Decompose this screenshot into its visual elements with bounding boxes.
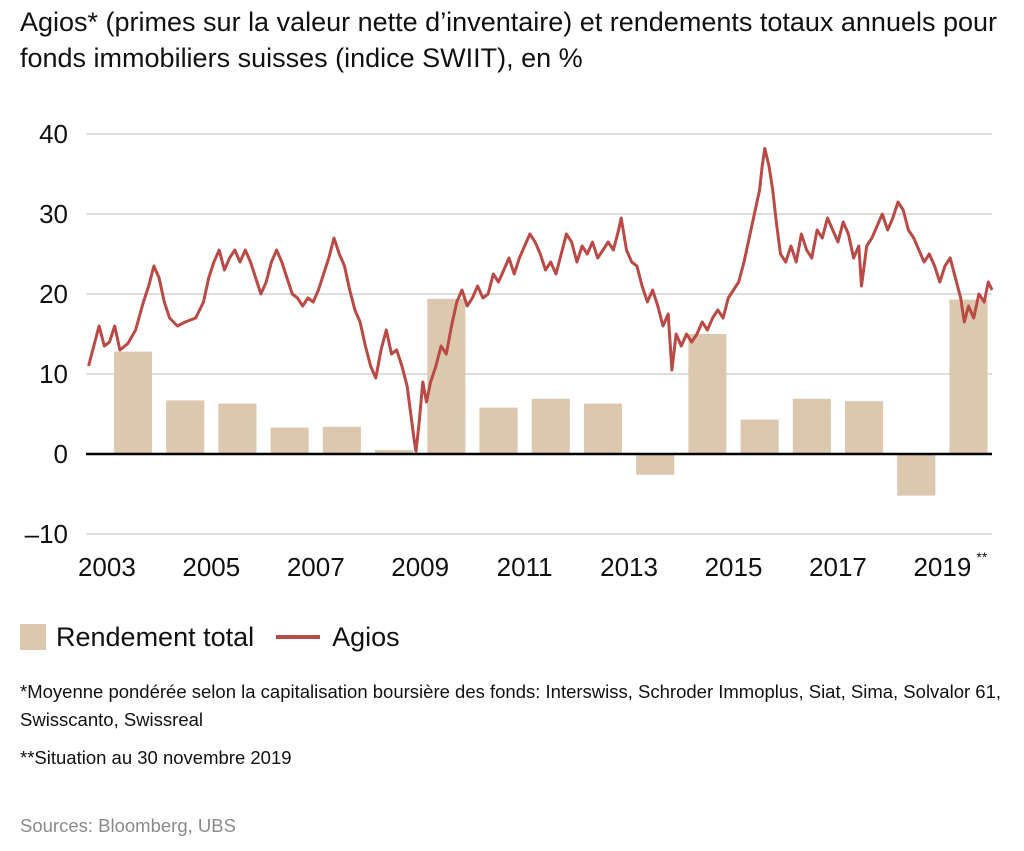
bar-2018 (897, 454, 936, 496)
y-tick-label: 40 (39, 119, 68, 149)
bar-2012 (583, 403, 623, 454)
bar-series-rendement-total (113, 298, 988, 496)
y-tick-label: 20 (39, 279, 68, 309)
bar-2010 (479, 407, 518, 454)
y-tick-label: 30 (39, 199, 68, 229)
bar-2007 (322, 426, 361, 454)
legend-label-rendement-total: Rendement total (56, 621, 255, 652)
source-text: Sources: Bloomberg, UBS (20, 815, 236, 836)
bar-2013 (636, 454, 675, 475)
legend: Rendement total Agios (20, 620, 400, 654)
bar-2004 (166, 400, 205, 454)
chart-title: Agios* (primes sur la valeur nette d’inv… (20, 7, 998, 73)
y-axis-ticks: 40 30 20 10 0 –10 (25, 119, 68, 549)
footnote-date: **Situation au 30 novembre 2019 (20, 747, 292, 768)
bar-2006 (270, 427, 309, 454)
footnotes: *Moyenne pondérée selon la capitalisatio… (20, 678, 1010, 782)
y-tick-label: 10 (39, 359, 68, 389)
x-tick-label: 2013 (600, 552, 658, 582)
bar-2016 (792, 398, 831, 454)
x-axis-ticks: 2003 2005 2007 2009 2011 2013 2015 2017 2019 ** (78, 549, 988, 582)
gridlines (86, 133, 992, 535)
legend-label-agios: Agios (332, 621, 400, 652)
x-tick-label: 2005 (182, 552, 240, 582)
x-tick-label: 2009 (391, 552, 449, 582)
bar-2011 (531, 398, 570, 454)
legend-swatch-line (276, 635, 321, 639)
bar-2014 (688, 334, 727, 454)
bar-2005 (218, 403, 257, 454)
bar-2003 (113, 351, 153, 454)
y-tick-label: –10 (25, 519, 68, 549)
bar-2017 (845, 401, 884, 454)
footnote-weighting: *Moyenne pondérée selon la capitalisatio… (20, 681, 1002, 730)
chart-svg: 40 30 20 10 0 –10 2003 2005 2007 2009 2011 2013 201… (25, 119, 994, 582)
x-tick-label: 2011 (497, 552, 553, 582)
x-tick-label: 2003 (78, 552, 136, 582)
line-series-agios (87, 146, 994, 454)
x-tick-label: 2019 (913, 552, 971, 582)
x-tick-suffix: ** (976, 549, 987, 565)
y-tick-label: 0 (54, 439, 68, 469)
legend-swatch-bar (20, 624, 46, 650)
bar-2015 (740, 419, 779, 454)
bar-2019 (949, 299, 988, 454)
x-tick-label: 2015 (705, 552, 763, 582)
x-tick-label: 2017 (809, 552, 867, 582)
bar-2008 (375, 450, 414, 454)
x-tick-label: 2007 (287, 552, 345, 582)
